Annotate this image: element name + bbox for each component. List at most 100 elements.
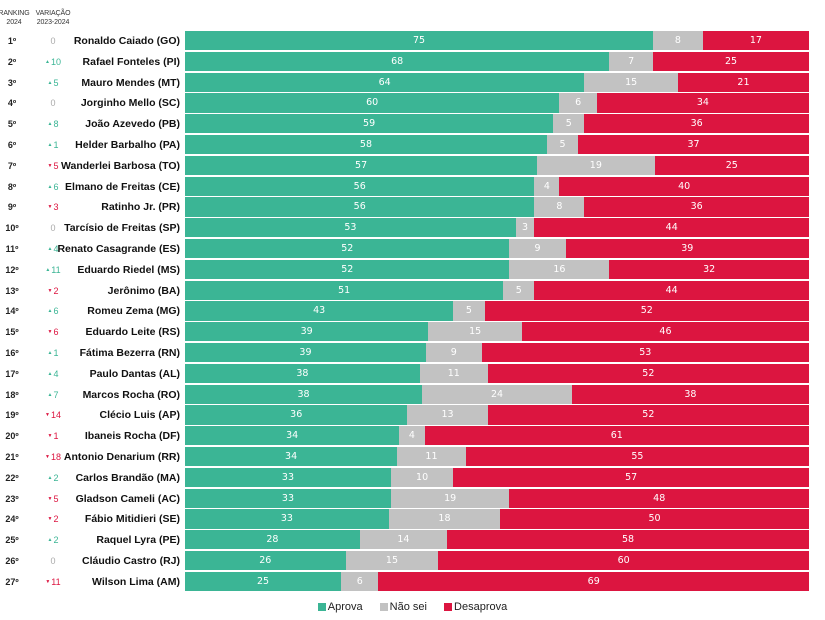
governor-name: Helder Barbalho (PA) [75, 138, 180, 151]
variation-label: 0 [36, 31, 70, 52]
variation-value: 0 [50, 555, 56, 566]
variation-value: 1 [53, 347, 59, 358]
bar-segment-disapprove: 52 [484, 301, 809, 321]
variation-value: 1 [53, 431, 59, 442]
stacked-bar: 58 5 37 [185, 134, 809, 155]
legend-label-disapprove: Desaprova [454, 601, 508, 613]
governor-name: Ratinho Jr. (PR) [101, 201, 180, 214]
bar-segment-unsure: 19 [390, 488, 510, 508]
rank-label: 22º [5, 472, 19, 483]
bar-segment-disapprove: 25 [652, 51, 809, 71]
rank-label: 27º [5, 576, 19, 587]
triangle-up-icon: ▲ [47, 245, 53, 252]
bar-segment-approve: 58 [185, 134, 547, 155]
variation-value: 5 [53, 77, 59, 88]
chart-row: 5º ▲8 João Azevedo (PB) 59 5 36 [0, 114, 825, 135]
variation-value: 6 [53, 181, 59, 192]
rank-label: 24º [5, 514, 19, 525]
bar-segment-approve: 39 [185, 322, 429, 342]
bar-segment-unsure: 24 [422, 384, 572, 404]
governor-name: Wanderlei Barbosa (TO) [60, 159, 180, 172]
bar-segment-disapprove: 48 [509, 488, 809, 508]
stacked-bar: 51 5 44 [185, 280, 809, 300]
variation-label: ▲10 [36, 52, 70, 73]
header-variation-label: VARIAÇÃO [35, 10, 71, 17]
bar-segment-approve: 43 [185, 301, 454, 321]
rank-label: 7º [7, 160, 17, 171]
governor-name: Antonio Denarium (RR) [63, 450, 180, 463]
variation-value: 2 [53, 514, 59, 525]
bar-segment-approve: 26 [185, 550, 346, 571]
rank-label: 2º [7, 56, 17, 67]
variation-value: 2 [53, 472, 59, 483]
chart-row: 27º ▼11 Wilson Lima (AM) 25 6 69 [0, 571, 825, 593]
triangle-up-icon: ▲ [47, 391, 53, 398]
rank-label: 10º [5, 223, 19, 234]
stacked-bar: 57 19 25 [185, 155, 809, 175]
stacked-bar: 25 6 69 [185, 571, 809, 591]
bar-segment-unsure: 3 [515, 218, 535, 238]
variation-label: ▲6 [36, 301, 70, 322]
bar-segment-disapprove: 69 [378, 571, 809, 591]
variation-label: 0 [36, 93, 70, 114]
triangle-up-icon: ▲ [47, 370, 53, 377]
header-variation: VARIAÇÃO 2023-2024 [32, 9, 74, 27]
variation-label: ▼2 [36, 281, 70, 302]
legend-item-unsure: Não sei [379, 601, 427, 613]
triangle-down-icon: ▼ [47, 287, 53, 294]
variation-value: 10 [50, 56, 61, 67]
variation-value: 1 [53, 139, 59, 150]
variation-value: 6 [53, 327, 59, 338]
governor-name: Eduardo Leite (RS) [85, 326, 180, 339]
bar-segment-unsure: 7 [609, 51, 653, 71]
bar-segment-approve: 36 [185, 405, 408, 425]
variation-value: 5 [53, 160, 59, 171]
bar-segment-unsure: 8 [534, 197, 585, 217]
legend-label-unsure: Não sei [389, 601, 427, 613]
rank-label: 15º [5, 327, 19, 338]
triangle-up-icon: ▲ [47, 474, 53, 481]
governor-name: Jorginho Mello (SC) [80, 97, 180, 110]
variation-label: ▼1 [36, 426, 70, 447]
chart-row: 18º ▲7 Marcos Rocha (RO) 38 24 38 [0, 384, 825, 406]
chart-row: 21º ▼18 Antonio Denarium (RR) 34 11 55 [0, 446, 825, 468]
stacked-bar: 53 3 44 [185, 218, 809, 238]
rank-label: 11º [5, 243, 19, 254]
stacked-bar: 33 19 48 [185, 488, 809, 508]
chart-row: 6º ▲1 Helder Barbalho (PA) 58 5 37 [0, 134, 825, 156]
stacked-bar: 56 8 36 [185, 197, 809, 217]
stacked-bar: 52 16 32 [185, 259, 809, 279]
stacked-bar: 36 13 52 [185, 405, 809, 425]
triangle-down-icon: ▼ [47, 162, 53, 169]
variation-label: ▲11 [36, 260, 70, 281]
governor-name: Fátima Bezerra (RN) [79, 346, 180, 359]
rank-label: 26º [5, 555, 19, 566]
variation-value: 0 [50, 36, 56, 46]
variation-label: ▼3 [36, 197, 70, 218]
bar-segment-disapprove: 46 [521, 322, 809, 342]
stacked-bar: 56 4 40 [185, 176, 809, 196]
header-ranking-label: RANKING [0, 10, 30, 17]
bar-segment-unsure: 9 [425, 342, 482, 363]
variation-label: ▲1 [36, 343, 70, 364]
stacked-bar: 75 8 17 [185, 31, 809, 51]
variation-label: ▲4 [36, 364, 70, 385]
governor-name: Tarcísio de Freitas (SP) [64, 222, 180, 235]
bar-segment-approve: 53 [185, 218, 516, 238]
bar-segment-approve: 38 [185, 363, 420, 383]
bar-segment-unsure: 6 [559, 93, 597, 113]
rank-label: 23º [5, 493, 19, 504]
bar-segment-disapprove: 61 [424, 426, 809, 446]
rank-label: 4º [7, 98, 17, 109]
bar-segment-disapprove: 52 [487, 363, 809, 383]
rank-label: 18º [5, 389, 19, 400]
triangle-up-icon: ▲ [45, 266, 51, 273]
stacked-bar: 33 10 57 [185, 467, 809, 487]
bar-segment-disapprove: 58 [447, 530, 809, 550]
governor-name: Marcos Rocha (RO) [82, 388, 180, 401]
bar-segment-disapprove: 50 [500, 509, 809, 529]
variation-value: 2 [53, 285, 59, 296]
chart-row: 1º 0 Ronaldo Caiado (GO) 75 8 17 [0, 31, 825, 52]
rank-label: 1º [7, 36, 17, 46]
chart-row: 10º 0 Tarcísio de Freitas (SP) 53 3 44 [0, 218, 825, 239]
